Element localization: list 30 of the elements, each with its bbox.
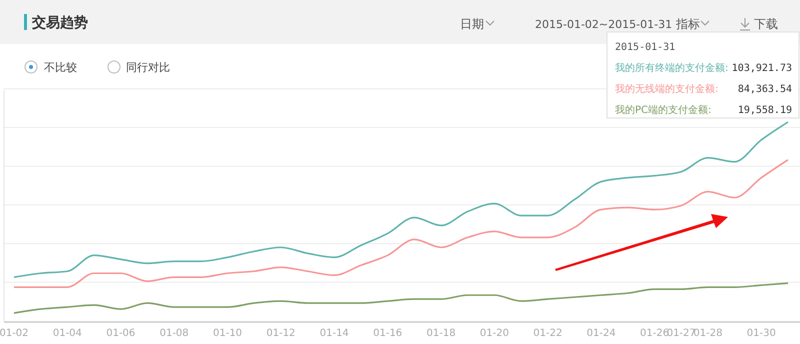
x-tick-label: 01-18 (426, 328, 456, 339)
x-tick-label: 01-04 (52, 328, 82, 339)
x-tick-label: 01-30 (746, 328, 776, 339)
text: 日期 (460, 17, 484, 31)
x-tick-label: 01-26 (640, 328, 670, 339)
x-tick-label: 01-24 (586, 328, 616, 339)
x-tick-label: 01-02 (0, 328, 29, 339)
text: 2015-01-31 (615, 42, 676, 53)
text: 同行对比 (126, 61, 170, 74)
text: 2015-01-02~2015-01-31 (535, 18, 672, 31)
text: 19,558.19 (738, 105, 792, 116)
text: 103,921.73 (732, 63, 792, 74)
text: 不比较 (44, 61, 77, 74)
x-tick-label: 01-06 (106, 328, 136, 339)
text: 下载 (754, 17, 778, 31)
text: 我的PC端的支付金额: (615, 104, 712, 116)
x-tick-label: 01-16 (373, 328, 402, 339)
x-tick-label: 01-22 (533, 328, 562, 339)
text: 指标 (675, 17, 700, 31)
text: 我的无线端的支付金额: (615, 83, 718, 95)
text: 我的所有终端的支付金额: (615, 62, 728, 74)
x-tick-label: 01-27 (666, 328, 696, 339)
text: 84,363.54 (738, 84, 792, 95)
x-tick-label: 01-14 (320, 328, 349, 339)
x-tick-label: 01-10 (212, 328, 242, 339)
x-tick-label: 01-12 (266, 328, 296, 339)
chart-title: 交易趋势 (31, 14, 88, 31)
x-tick-label: 01-20 (480, 328, 509, 339)
x-tick-label: 01-28 (693, 328, 722, 339)
x-tick-label: 01-08 (160, 328, 189, 339)
